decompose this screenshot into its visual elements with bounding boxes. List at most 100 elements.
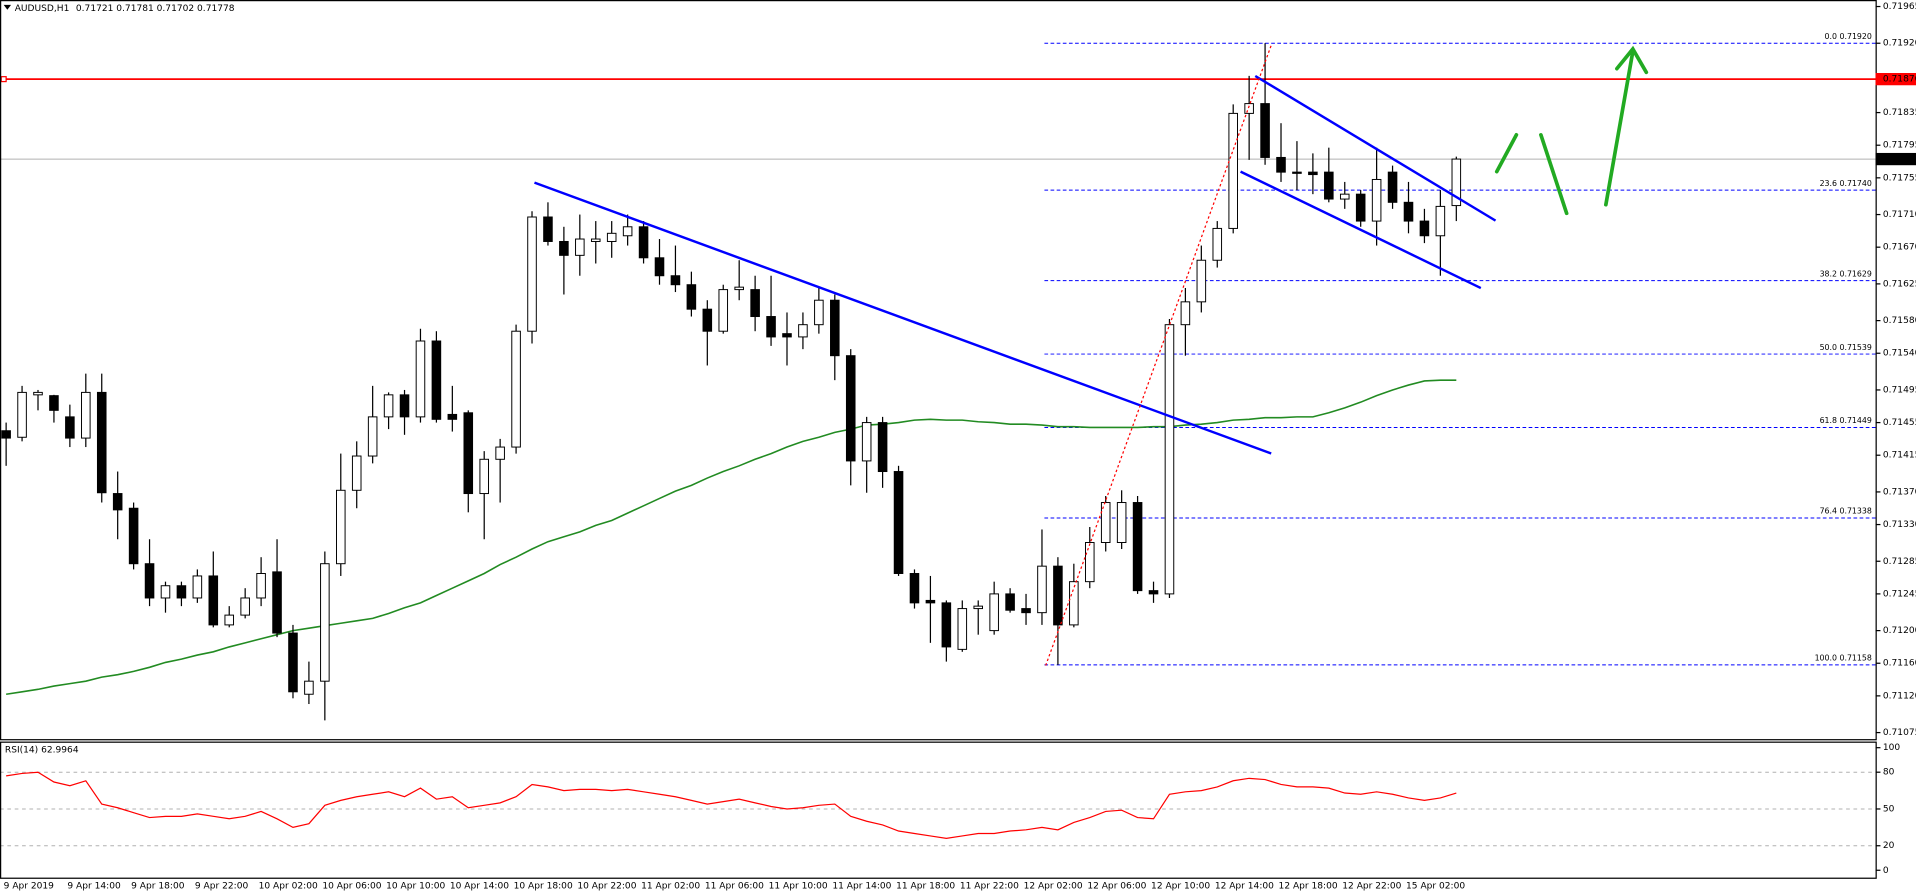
candle-body — [798, 324, 808, 338]
candle-body — [1276, 156, 1286, 173]
candle-body — [622, 226, 633, 237]
x-tick-label: 12 Apr 22:00 — [1342, 882, 1401, 892]
y-tick-label: 0.71455 — [1883, 418, 1916, 428]
candle-body — [638, 226, 649, 259]
candle-body — [734, 286, 744, 291]
candle-body — [590, 238, 601, 242]
candle-body — [256, 573, 266, 599]
x-tick-label: 11 Apr 02:00 — [641, 882, 700, 892]
candle-body — [1100, 502, 1111, 543]
main-pane-border — [0, 0, 1877, 741]
candle-body — [845, 355, 856, 462]
x-tick-label: 11 Apr 14:00 — [832, 882, 891, 892]
candle-body — [1339, 193, 1350, 200]
fib-label: 76.4 0.71338 — [1820, 507, 1872, 516]
candle-body — [606, 232, 617, 242]
candle-body — [1, 430, 11, 439]
candle-body — [208, 575, 219, 626]
axes-layer: 0.71965 0.71920 0.71835 0.71795 0.71755 0.717… — [4, 2, 1916, 892]
candle-body — [1037, 565, 1047, 614]
fib-label: 50.0 0.71539 — [1820, 343, 1872, 352]
candle-body — [65, 416, 75, 439]
x-tick-label: 11 Apr 10:00 — [769, 882, 828, 892]
y-tick-label: 0.71245 — [1883, 589, 1916, 599]
candle-body — [925, 599, 936, 604]
candle-body — [1419, 220, 1430, 237]
candle-body — [431, 340, 442, 420]
candle-body — [782, 333, 792, 338]
x-tick-label: 10 Apr 22:00 — [577, 882, 636, 892]
current-price-tag-label: 0.71778 — [1883, 155, 1916, 165]
moving-average — [6, 379, 1457, 696]
rsi-line — [6, 771, 1457, 840]
candle-body — [909, 573, 920, 604]
candle-body — [575, 238, 585, 256]
candle-body — [957, 608, 968, 650]
fib-label: 100.0 0.71158 — [1815, 654, 1872, 663]
candle-body — [1212, 227, 1223, 261]
rsi-header: RSI(14) 62.9964 — [5, 746, 79, 756]
candle-body — [973, 605, 984, 610]
drawing-layer — [534, 45, 1649, 666]
candle-body — [1308, 171, 1318, 176]
candle-body — [654, 257, 665, 277]
chart-header: AUDUSD,H1 0.71721 0.71781 0.71702 0.7177… — [15, 4, 235, 14]
candle-body — [399, 394, 410, 418]
x-tick-label: 12 Apr 14:00 — [1215, 882, 1274, 892]
rsi-title: RSI(14) — [5, 746, 38, 756]
candle-body — [240, 597, 250, 616]
x-tick-label: 10 Apr 18:00 — [514, 882, 573, 892]
candle-body — [336, 489, 346, 565]
x-tick-label: 9 Apr 14:00 — [67, 882, 121, 892]
candle-body — [160, 585, 171, 599]
header-close: 0.71778 — [197, 4, 235, 14]
candle-body — [1180, 301, 1191, 326]
arrow-head — [1615, 45, 1649, 75]
candle-body — [383, 394, 394, 418]
candle-body — [192, 575, 203, 599]
candle-body — [830, 299, 840, 357]
candle-body — [1435, 205, 1446, 237]
candle-body — [33, 391, 43, 396]
candle-body — [495, 446, 505, 460]
candle-body — [1148, 590, 1159, 595]
candle-body — [1196, 259, 1207, 303]
candle-body — [750, 289, 760, 318]
candle-body — [272, 571, 282, 634]
y-tick-label: 0.71755 — [1883, 173, 1916, 183]
y-tick-label: 0.71795 — [1883, 141, 1916, 151]
forecast-arrow — [1494, 45, 1649, 216]
candle-body — [1069, 581, 1079, 626]
candle-body — [559, 240, 569, 256]
candle-body — [1371, 178, 1382, 222]
channel-upper — [1254, 74, 1497, 222]
candle-body — [17, 391, 27, 438]
x-tick-label: 11 Apr 18:00 — [896, 882, 955, 892]
candle-body — [861, 422, 872, 462]
candle-body — [877, 422, 888, 473]
candle-body — [1355, 193, 1366, 222]
candle-body — [1164, 324, 1175, 595]
rsi-y-tick-label: 50 — [1883, 804, 1895, 814]
candle-body — [670, 275, 681, 286]
arrow-segment — [1604, 49, 1635, 207]
x-tick-label: 10 Apr 10:00 — [386, 882, 445, 892]
x-tick-label: 12 Apr 10:00 — [1151, 882, 1210, 892]
candle-body — [1228, 112, 1238, 229]
resistance-marker — [0, 76, 7, 83]
candle-body — [49, 395, 59, 411]
x-tick-label: 12 Apr 06:00 — [1087, 882, 1146, 892]
candle-body — [112, 493, 123, 511]
header-open: 0.71721 — [76, 4, 113, 14]
x-tick-label: 9 Apr 18:00 — [131, 882, 185, 892]
candle-body — [463, 412, 474, 495]
